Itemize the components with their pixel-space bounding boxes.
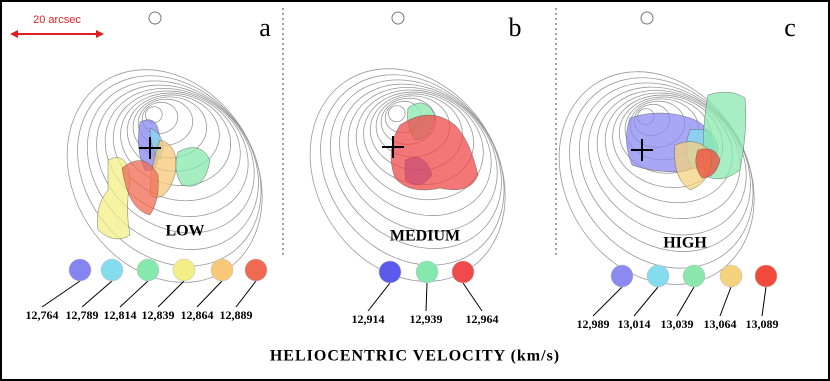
leader-line xyxy=(633,286,659,317)
velocity-label: 12,814 xyxy=(104,308,137,322)
velocity-region xyxy=(695,148,721,179)
panel-letter: c xyxy=(784,13,796,42)
contour-map xyxy=(558,11,755,285)
nucleus-cross xyxy=(382,136,404,158)
velocity-swatch xyxy=(378,260,402,284)
panel-label: MEDIUM xyxy=(390,228,460,245)
leader-line xyxy=(41,280,81,308)
leader-line xyxy=(761,286,767,317)
velocity-swatch xyxy=(100,258,124,282)
contour xyxy=(347,87,492,216)
velocity-swatch xyxy=(646,264,670,288)
velocity-label: 13,014 xyxy=(618,317,651,331)
leader-line xyxy=(462,282,483,312)
velocity-swatch xyxy=(610,264,634,288)
leader-line xyxy=(235,280,257,308)
leader-line xyxy=(425,282,428,312)
velocity-label: 12,764 xyxy=(26,308,59,322)
contour-map xyxy=(66,11,263,283)
velocity-label: 12,939 xyxy=(410,312,443,326)
velocity-region xyxy=(121,160,159,216)
leader-line xyxy=(196,280,223,308)
contour xyxy=(339,83,498,233)
velocity-swatch xyxy=(172,258,196,282)
velocity-label: 13,089 xyxy=(746,317,779,331)
leader-line xyxy=(119,280,149,308)
velocity-region xyxy=(390,114,479,191)
panel-letter: a xyxy=(259,13,271,42)
leader-line xyxy=(719,286,732,317)
velocity-swatch xyxy=(244,258,268,282)
leader-line xyxy=(81,280,113,308)
contour xyxy=(329,79,502,249)
velocity-label: 12,789 xyxy=(66,308,99,322)
velocity-label: 12,889 xyxy=(220,308,253,322)
star xyxy=(391,11,405,25)
velocity-label: 13,064 xyxy=(704,317,737,331)
leader-line xyxy=(367,282,391,312)
panel-letter: b xyxy=(509,13,522,42)
velocity-swatch xyxy=(415,260,439,284)
velocity-label: 12,864 xyxy=(181,308,214,322)
velocity-swatch xyxy=(754,264,778,288)
contour xyxy=(320,74,505,266)
velocity-swatch xyxy=(136,258,160,282)
contour xyxy=(145,106,163,124)
contour xyxy=(355,89,484,201)
velocity-region xyxy=(175,147,211,187)
velocity-swatch xyxy=(682,264,706,288)
contour xyxy=(388,105,406,123)
leader-line xyxy=(157,280,185,308)
nucleus-cross xyxy=(631,139,653,161)
leader-line xyxy=(592,286,623,317)
velocity-swatch xyxy=(451,260,475,284)
footer: HELIOCENTRIC VELOCITY (km/s) xyxy=(270,348,560,365)
velocity-label: 12,989 xyxy=(577,317,610,331)
velocity-label: 12,964 xyxy=(466,312,499,326)
star xyxy=(640,11,654,25)
contour xyxy=(96,84,255,234)
velocity-label: 13,039 xyxy=(661,317,694,331)
nucleus-cross xyxy=(139,137,161,159)
contour xyxy=(596,90,741,219)
velocity-label: 12,839 xyxy=(142,308,175,322)
velocity-swatch xyxy=(68,258,92,282)
contour-map xyxy=(309,11,506,282)
maps: a LOW 12,764 12,789 12,814 12,839 12,864 12,889… xyxy=(26,11,796,331)
scale-label: 20 arcsec xyxy=(33,14,81,26)
velocity-swatch xyxy=(719,264,743,288)
velocity-label: 12,914 xyxy=(352,312,385,326)
panel-label: HIGH xyxy=(663,235,707,252)
leader-line xyxy=(676,286,695,317)
panel-label: LOW xyxy=(165,223,204,240)
velocity-swatch xyxy=(210,258,234,282)
star xyxy=(148,11,162,25)
